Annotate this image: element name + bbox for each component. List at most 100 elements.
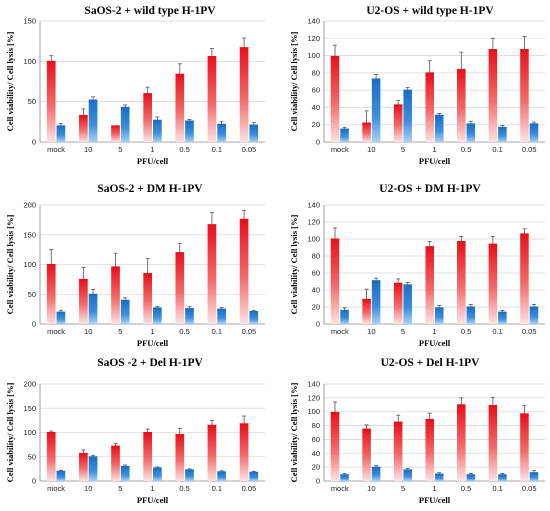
bar-cell-lysis — [340, 310, 349, 324]
x-tick-label: 10 — [84, 145, 92, 154]
x-tick-label: 0.05 — [242, 145, 257, 154]
bar-cell-lysis — [435, 115, 444, 142]
y-tick-label: 60 — [312, 269, 320, 278]
bar-cell-viability — [175, 252, 185, 324]
chart-title: U2-OS + DM H-1PV — [379, 183, 481, 195]
bar-cell-viability — [111, 446, 120, 481]
chart-panel-5: SaOS -2 + Del H-1PV 0 50 100 150 200 mock 10 5 1 0… — [5, 357, 265, 505]
x-tick-label: mock — [47, 484, 65, 493]
bar-cell-viability — [207, 56, 217, 142]
chart-title: SaOS-2 + DM H-1PV — [97, 183, 203, 195]
chart-title: U2-OS + Del H-1PV — [381, 357, 481, 369]
bar-cell-lysis — [466, 307, 476, 324]
y-tick-label: 140 — [307, 17, 320, 26]
bar-cell-viability — [239, 47, 249, 143]
bar-cell-viability — [46, 61, 56, 143]
chart-panel-3: SaOS-2 + DM H-1PV 0 50 100 150 200 mock 10 5 1 0.5… — [5, 183, 265, 348]
bar-cell-lysis — [498, 474, 507, 481]
y-tick-label: 60 — [312, 86, 320, 95]
y-tick-label: 0 — [316, 138, 320, 147]
x-tick-label: 1 — [432, 484, 436, 493]
bar-cell-lysis — [56, 312, 66, 324]
x-tick-label: 0.05 — [522, 145, 537, 154]
y-tick-label: 0 — [316, 320, 320, 329]
y-tick-label: 150 — [23, 17, 36, 26]
bar-cell-viability — [520, 233, 529, 324]
y-axis-label: Cell viability/ Cell lysis [%] — [5, 215, 15, 315]
bar-cell-viability — [239, 423, 249, 481]
bar-cell-viability — [362, 299, 371, 324]
y-tick-label: 50 — [28, 290, 36, 299]
y-tick-label: 140 — [307, 201, 320, 210]
bar-cell-viability — [488, 49, 498, 143]
x-tick-label: mock — [331, 327, 349, 336]
y-tick-label: 200 — [23, 380, 36, 389]
bar-cell-viability — [143, 93, 152, 142]
x-tick-label: 5 — [401, 327, 405, 336]
bar-cell-lysis — [340, 129, 349, 142]
bar-cell-viability — [79, 115, 88, 142]
bar-cell-lysis — [371, 467, 381, 481]
bar-cell-lysis — [88, 100, 98, 142]
y-tick-label: 100 — [23, 260, 36, 269]
chart-title: U2-OS + wild type H-1PV — [366, 5, 494, 17]
y-tick-label: 60 — [312, 435, 320, 444]
x-tick-label: 10 — [84, 327, 92, 336]
bar-cell-viability — [330, 412, 340, 481]
bar-cell-viability — [425, 419, 434, 481]
y-tick-label: 120 — [307, 34, 320, 43]
chart-panel-6: U2-OS + Del H-1PV 0 20 40 60 80 100 120 140 mock 1… — [289, 357, 545, 505]
x-tick-label: 1 — [150, 327, 154, 336]
x-tick-label: 1 — [150, 145, 154, 154]
x-tick-label: 0.5 — [461, 145, 471, 154]
bar-cell-viability — [330, 56, 340, 142]
x-tick-label: 0.05 — [522, 484, 537, 493]
bar-cell-lysis — [529, 472, 539, 481]
x-axis-label: PFU/cell — [419, 338, 451, 348]
bar-cell-viability — [79, 279, 88, 324]
bar-cell-viability — [393, 104, 403, 142]
bar-cell-lysis — [153, 467, 162, 481]
x-axis-label: PFU/cell — [419, 495, 451, 505]
chart-title: SaOS-2 + wild type H-1PV — [84, 5, 216, 17]
bar-cell-lysis — [120, 107, 130, 142]
x-tick-label: 5 — [118, 484, 122, 493]
chart-panel-2: U2-OS + wild type H-1PV 0 20 40 60 80 100 120 14… — [289, 5, 545, 166]
bar-cell-lysis — [217, 471, 226, 481]
y-tick-label: 50 — [28, 452, 36, 461]
bar-cell-lysis — [435, 474, 444, 481]
y-tick-label: 140 — [307, 380, 320, 389]
bar-cell-lysis — [153, 307, 162, 324]
x-tick-label: mock — [47, 145, 65, 154]
x-tick-label: 0.5 — [461, 484, 471, 493]
bar-cell-viability — [457, 404, 466, 481]
bar-cell-lysis — [120, 466, 130, 481]
y-tick-label: 20 — [312, 303, 320, 312]
bar-cell-lysis — [88, 294, 98, 324]
bar-cell-lysis — [249, 472, 259, 481]
x-tick-label: 5 — [118, 327, 122, 336]
bar-cell-lysis — [371, 78, 381, 142]
bar-cell-lysis — [340, 474, 349, 481]
bar-cell-lysis — [249, 125, 259, 142]
bar-cell-viability — [393, 422, 403, 481]
y-axis-label: Cell viability/ Cell lysis [%] — [289, 32, 299, 132]
y-tick-label: 0 — [32, 138, 36, 147]
y-tick-label: 40 — [312, 286, 320, 295]
bar-cell-viability — [46, 264, 56, 324]
y-tick-label: 0 — [316, 477, 320, 486]
bar-cell-viability — [520, 49, 529, 143]
bar-cell-lysis — [153, 120, 162, 142]
bar-cell-viability — [79, 453, 88, 481]
x-axis-label: PFU/cell — [137, 156, 169, 166]
bar-cell-lysis — [56, 471, 66, 481]
x-tick-label: 0.1 — [492, 484, 502, 493]
x-axis-label: PFU/cell — [137, 495, 169, 505]
bar-cell-lysis — [217, 309, 226, 324]
bar-cell-viability — [175, 434, 185, 481]
x-tick-label: mock — [47, 327, 65, 336]
x-tick-label: 0.5 — [179, 145, 189, 154]
y-tick-label: 100 — [307, 51, 320, 60]
y-axis-label: Cell viability/ Cell lysis [%] — [289, 215, 299, 315]
x-tick-label: 0.5 — [461, 327, 471, 336]
